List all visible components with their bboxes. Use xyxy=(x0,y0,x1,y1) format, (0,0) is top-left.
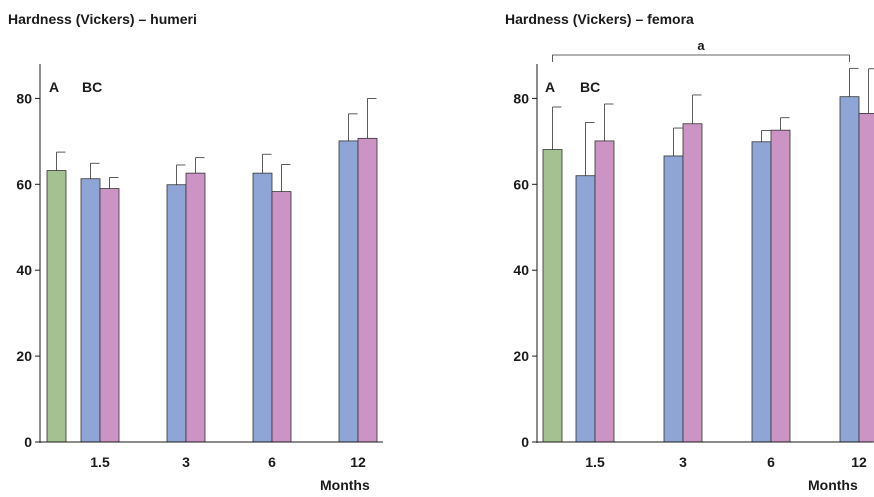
bar-B xyxy=(663,155,684,443)
y-tick-label: 0 xyxy=(521,434,529,450)
bar-B xyxy=(338,140,359,443)
x-tick-label: 12 xyxy=(350,454,366,470)
x-axis-label: Months xyxy=(808,477,858,493)
bar-B xyxy=(166,184,187,443)
group-label-BC: BC xyxy=(82,79,102,95)
group-label-A: A xyxy=(545,79,555,95)
bar-C xyxy=(858,113,874,443)
bar-C xyxy=(357,137,378,443)
bar-C xyxy=(99,188,120,443)
x-tick-label: 6 xyxy=(268,454,276,470)
y-tick-label: 20 xyxy=(16,348,32,364)
y-tick-label: 80 xyxy=(513,90,529,106)
bar-B xyxy=(252,172,273,443)
x-tick-label: 1.5 xyxy=(585,454,605,470)
chart-title: Hardness (Vickers) – femora xyxy=(505,11,694,27)
group-label-BC: BC xyxy=(580,79,600,95)
y-tick-label: 80 xyxy=(16,90,32,106)
bar-C xyxy=(185,172,206,443)
y-tick-label: 60 xyxy=(513,176,529,192)
bar-C xyxy=(594,140,615,443)
bar-C xyxy=(770,129,791,443)
bar-B xyxy=(575,175,596,443)
x-tick-label: 3 xyxy=(182,454,190,470)
significance-bracket xyxy=(552,54,850,62)
group-label-A: A xyxy=(49,79,59,95)
x-tick-label: 1.5 xyxy=(90,454,110,470)
bar-A xyxy=(46,170,67,443)
x-tick-label: 6 xyxy=(767,454,775,470)
bar-B xyxy=(80,178,101,443)
bar-B xyxy=(839,96,860,443)
bar-B xyxy=(751,141,772,443)
y-tick-label: 20 xyxy=(513,348,529,364)
bar-C xyxy=(682,123,703,443)
y-tick-label: 0 xyxy=(24,434,32,450)
x-tick-label: 3 xyxy=(679,454,687,470)
x-tick-label: 12 xyxy=(851,454,867,470)
bar-A xyxy=(542,149,563,443)
chart-title: Hardness (Vickers) – humeri xyxy=(8,11,197,27)
significance-label: a xyxy=(697,38,705,53)
chart-humeri: Hardness (Vickers) – humeri 0 20 40 60 80 1.5 3… xyxy=(8,11,383,493)
y-tick-label: 40 xyxy=(16,262,32,278)
x-axis-label: Months xyxy=(320,477,370,493)
chart-femora: Hardness (Vickers) – femora 0 20 40 60 80 1.5 3… xyxy=(505,11,874,493)
y-tick-label: 40 xyxy=(513,262,529,278)
y-tick-label: 60 xyxy=(16,176,32,192)
bar-C xyxy=(271,191,292,443)
